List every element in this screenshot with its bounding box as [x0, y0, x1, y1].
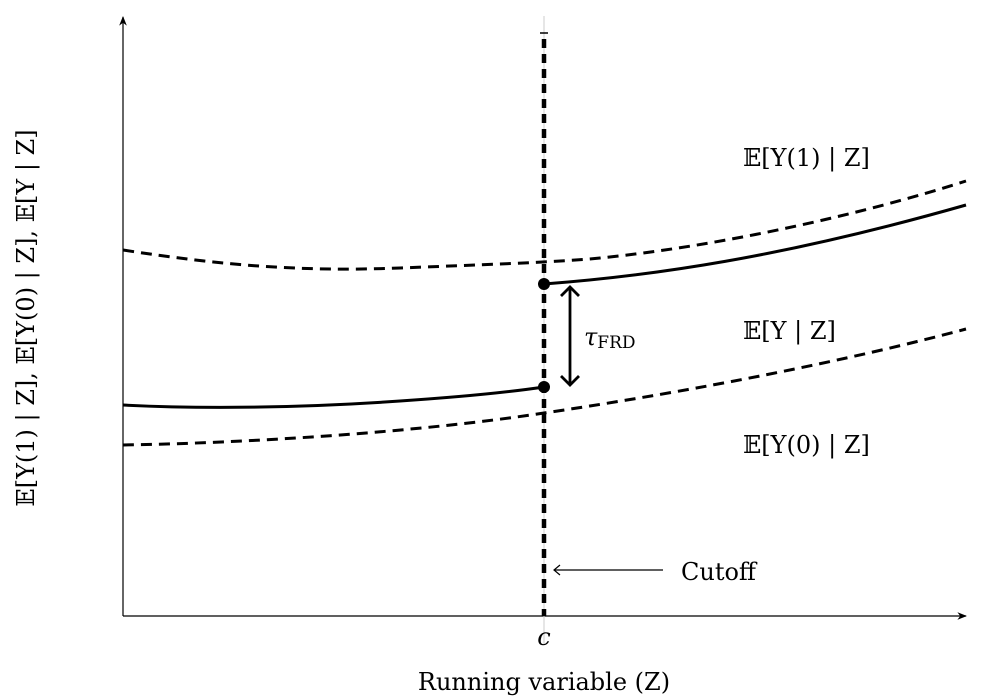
- label-ey1: 𝔼[Y(1) | Z]: [743, 144, 870, 173]
- label-tau-frd: τFRD: [584, 323, 636, 353]
- cutoff-line: [540, 16, 548, 645]
- jump-point-upper: [538, 278, 550, 290]
- x-axis-label: Running variable (Z): [418, 668, 670, 696]
- x-tick-c: c: [537, 623, 550, 651]
- y-axis-label: 𝔼[Y(1) | Z], 𝔼[Y(0) | Z], 𝔼[Y | Z]: [12, 129, 41, 506]
- jump-point-lower: [538, 381, 550, 393]
- curve-ey0: [122, 327, 967, 447]
- curve-ey1: [122, 179, 967, 271]
- curve-ey-left: [122, 385, 545, 409]
- label-ey: 𝔼[Y | Z]: [743, 317, 836, 346]
- label-cutoff: Cutoff: [681, 558, 758, 586]
- curve-ey-right: [543, 203, 967, 286]
- label-ey0: 𝔼[Y(0) | Z]: [743, 431, 870, 460]
- tau-double-arrow: [560, 285, 580, 387]
- cutoff-arrow: [553, 564, 663, 576]
